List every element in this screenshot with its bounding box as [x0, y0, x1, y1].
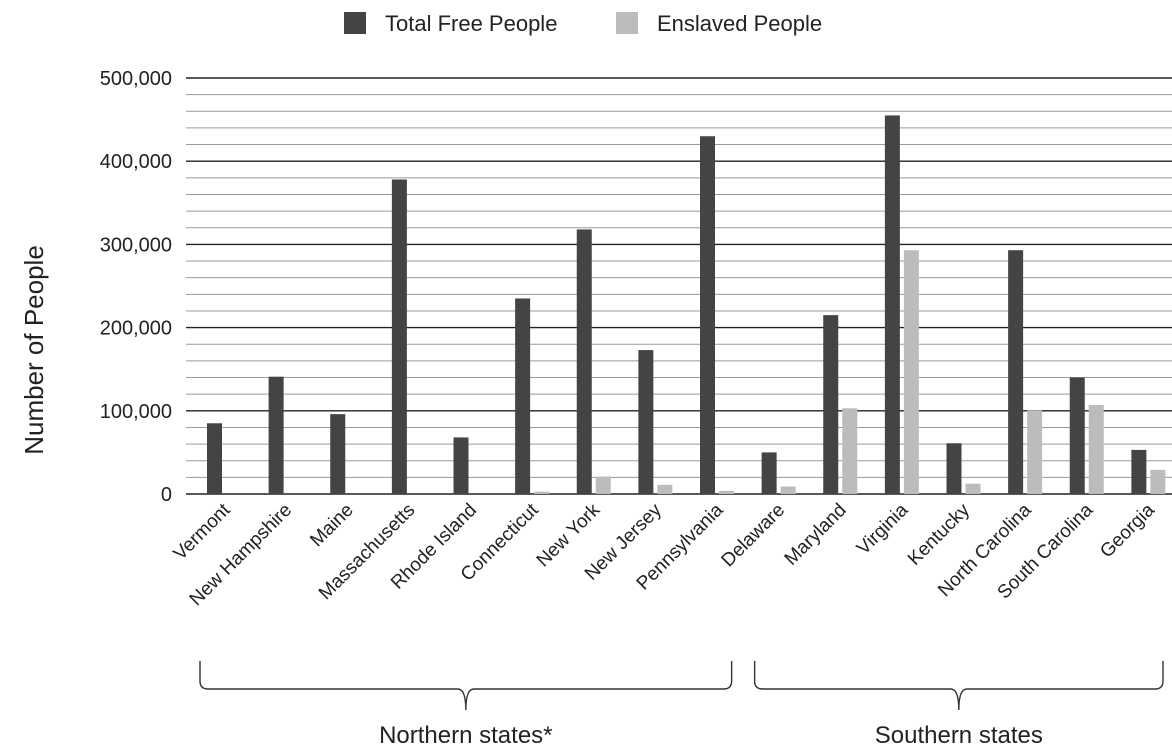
bar-total-free-new-jersey — [638, 350, 654, 494]
bar-enslaved-south-carolina — [1088, 404, 1104, 494]
bar-enslaved-georgia — [1150, 469, 1166, 494]
x-tick-label: Maine — [306, 500, 357, 551]
bar-enslaved-new-york — [595, 476, 611, 494]
y-tick-label: 400,000 — [100, 151, 172, 173]
bar-total-free-kentucky — [946, 443, 962, 494]
y-axis-ticks: 0 100,000 200,000 300,000 400,000 500,000 — [100, 68, 172, 506]
y-axis-title: Number of People — [19, 245, 49, 455]
bar-enslaved-delaware — [780, 486, 796, 494]
legend-label-enslaved: Enslaved People — [657, 11, 822, 36]
bar-total-free-rhode-island — [453, 437, 469, 494]
y-tick-label: 500,000 — [100, 68, 172, 90]
bar-total-free-maine — [330, 414, 346, 494]
bar-enslaved-virginia — [903, 250, 919, 494]
x-tick-label: Delaware — [718, 500, 790, 572]
legend-label-total-free: Total Free People — [385, 11, 557, 36]
bar-total-free-georgia — [1131, 449, 1147, 494]
bar-total-free-vermont — [207, 423, 222, 494]
bar-total-free-pennsylvania — [700, 136, 715, 495]
bars — [207, 115, 1166, 495]
bar-total-free-connecticut — [515, 298, 531, 494]
gridlines — [186, 77, 1172, 495]
bar-enslaved-pennsylvania — [719, 490, 734, 494]
bar-total-free-new-hampshire — [268, 376, 284, 494]
y-tick-label: 300,000 — [100, 234, 172, 256]
x-tick-label: Georgia — [1096, 499, 1159, 562]
bar-total-free-delaware — [761, 452, 777, 494]
bar-total-free-south-carolina — [1069, 377, 1085, 494]
bar-total-free-new-york — [576, 229, 592, 494]
legend: Total Free People Enslaved People — [344, 11, 822, 36]
bar-total-free-maryland — [823, 315, 839, 494]
x-tick-label: Maryland — [781, 500, 851, 570]
bar-enslaved-kentucky — [965, 483, 981, 494]
bar-enslaved-maryland — [842, 408, 858, 494]
group-label: Northern states* — [379, 722, 552, 749]
legend-swatch-enslaved — [616, 12, 638, 34]
group-brace — [753, 661, 1164, 711]
state-groups: Northern states* Southern states — [199, 661, 1164, 749]
y-tick-label: 200,000 — [100, 318, 172, 340]
bar-enslaved-new-jersey — [657, 484, 673, 494]
bar-total-free-virginia — [884, 115, 900, 494]
group-brace — [199, 661, 733, 711]
y-tick-label: 0 — [161, 484, 172, 506]
bar-enslaved-connecticut — [534, 491, 550, 494]
y-tick-label: 100,000 — [100, 401, 172, 423]
x-tick-label: Virginia — [853, 499, 913, 559]
legend-swatch-total-free — [344, 12, 366, 34]
bar-enslaved-north-carolina — [1027, 410, 1043, 494]
bar-total-free-massachusetts — [391, 179, 407, 494]
group-label: Southern states — [875, 722, 1043, 749]
bar-total-free-north-carolina — [1008, 250, 1024, 494]
